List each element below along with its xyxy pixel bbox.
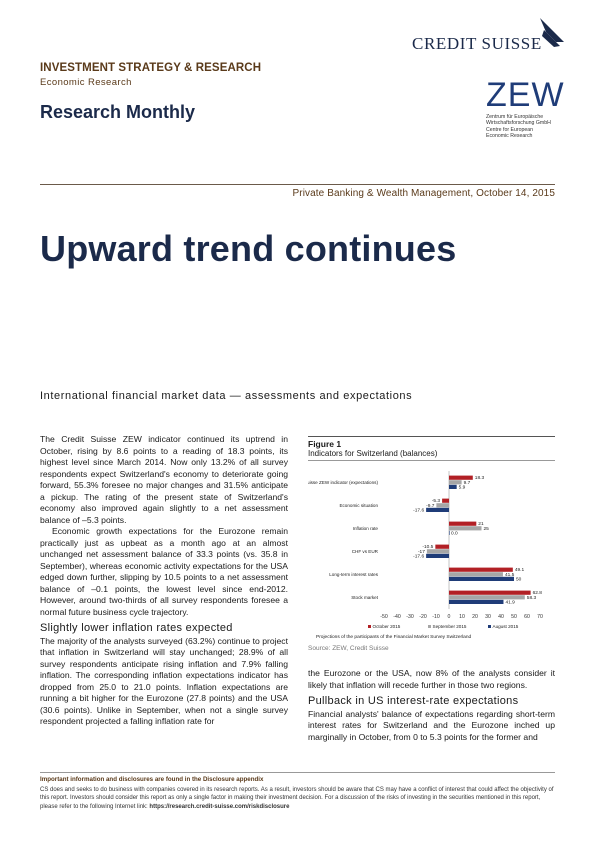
bar (449, 530, 450, 535)
category-label: CHF vs EUR (352, 549, 379, 554)
body-paragraph: the Eurozone or the USA, now 8% of the a… (308, 668, 555, 690)
legend-swatch (488, 625, 491, 628)
body-paragraph: Economic growth expectations for the Eur… (40, 526, 288, 617)
zew-sub-line: Zentrum für Europäische (486, 114, 544, 120)
data-label: 50 (516, 576, 522, 582)
page-title: Upward trend continues (40, 228, 457, 269)
bar (426, 549, 449, 554)
x-tick-label: -50 (380, 614, 388, 620)
bar-chart: -50 -40 -30 -20 -10 0 10 20 30 40 50 60 70 Credit Sui… (308, 471, 543, 640)
section-heading-inflation: Slightly lower inflation rates expected (40, 622, 233, 634)
category-label: Economic situation (339, 503, 378, 508)
bar (449, 572, 503, 577)
zew-sub-line: Wirtschaftsforschung GmbH (486, 120, 551, 127)
sail-icon (540, 18, 564, 47)
legend-label: August 2015 (493, 624, 519, 629)
bar (449, 576, 514, 581)
legend-swatch (368, 625, 371, 628)
figure-source: Source: ZEW, Credit Suisse (308, 645, 389, 652)
section-heading-rates: Pullback in US interest-rate expectation… (308, 695, 519, 707)
bar (449, 590, 531, 595)
x-tick-label: 40 (498, 614, 504, 620)
credit-suisse-logo: CREDIT SUISSE (410, 16, 568, 56)
bar (449, 599, 504, 604)
category-label: Credit Suisse ZEW indicator (expectation… (308, 480, 378, 485)
bar (449, 595, 525, 600)
x-tick-label: 30 (485, 614, 491, 620)
x-tick-label: 0 (448, 614, 451, 620)
header-rule (40, 184, 555, 185)
figure-label: Figure 1 (308, 439, 342, 449)
category-label: Stock market (351, 595, 379, 600)
data-label: 9.7 (464, 480, 471, 486)
data-label: 58.3 (527, 595, 537, 601)
x-tick-label: 50 (511, 614, 517, 620)
body-paragraph: Financial analysts' balance of expectati… (308, 708, 555, 742)
data-label: -17.6 (413, 507, 424, 513)
zew-sub-line: Economic Research (486, 133, 533, 140)
division-label: INVESTMENT STRATEGY & RESEARCH (40, 62, 262, 74)
bar (449, 526, 482, 531)
figure-title: Indicators for Switzerland (balances) (308, 449, 555, 461)
data-label: 41.5 (505, 572, 515, 578)
data-label: -10.5 (422, 544, 433, 550)
data-label: 62.8 (533, 590, 543, 596)
data-label: 18.3 (475, 475, 485, 481)
data-label: 49.1 (515, 567, 525, 573)
x-tick-label: 70 (537, 614, 543, 620)
data-label: -17.6 (413, 553, 424, 559)
body-paragraph: The majority of the analysts surveyed (6… (40, 635, 288, 727)
bar (426, 507, 449, 512)
data-label: -17 (418, 549, 425, 555)
data-label: -9.7 (426, 503, 435, 509)
footer-rule (40, 772, 555, 773)
dateline: Private Banking & Wealth Management, Oct… (292, 188, 555, 199)
disclosure-body: CS does and seeks to do business with co… (40, 787, 554, 810)
x-tick-label: 20 (472, 614, 478, 620)
data-label: 21 (478, 521, 484, 527)
credit-suisse-wordmark: CREDIT SUISSE (412, 34, 542, 53)
left-column: The Credit Suisse ZEW indicator continue… (40, 434, 288, 728)
x-tick-label: -10 (432, 614, 440, 620)
x-tick-label: 60 (524, 614, 530, 620)
bar (449, 475, 473, 480)
figure-caption: Projections of the participants of the F… (316, 634, 472, 640)
page-subtitle: International financial market data — as… (40, 390, 413, 402)
body-paragraph: The Credit Suisse ZEW indicator continue… (40, 434, 288, 525)
data-label: 5.9 (459, 484, 466, 490)
disclosure-text: CS does and seeks to do business with co… (40, 786, 555, 811)
x-tick-label: -20 (419, 614, 427, 620)
bar (449, 567, 513, 572)
bar (442, 498, 449, 503)
bar (449, 480, 462, 485)
disclosure-link[interactable]: https://research.credit-suisse.com/riskd… (149, 803, 290, 810)
right-column: the Eurozone or the USA, now 8% of the a… (308, 668, 555, 743)
legend-label: September 2015 (433, 624, 467, 629)
zew-logo: ZEW Zentrum für Europäische Wirtschaftsf… (486, 78, 566, 158)
bar (435, 544, 449, 549)
unit-label: Economic Research (40, 77, 132, 88)
bar (449, 521, 477, 526)
x-tick-label: -40 (393, 614, 401, 620)
bar (436, 503, 449, 508)
zew-sub-line: Centre for European (486, 126, 534, 133)
data-label: 25 (484, 526, 490, 532)
zew-wordmark: ZEW (486, 76, 565, 114)
legend-swatch (428, 625, 431, 628)
x-tick-label: -30 (406, 614, 414, 620)
figure-1: Figure 1 Indicators for Switzerland (bal… (308, 436, 555, 659)
data-label: -5.3 (432, 498, 441, 504)
bar (426, 553, 449, 558)
legend-label: October 2015 (373, 624, 401, 629)
x-tick-label: 10 (459, 614, 465, 620)
bar (449, 484, 457, 489)
disclosure-heading: Important information and disclosures ar… (40, 776, 264, 783)
publication-title: Research Monthly (40, 102, 196, 122)
data-label: 41.9 (505, 599, 515, 605)
category-label: Long-term interest rates (329, 572, 378, 577)
category-label: Inflation rate (353, 526, 379, 531)
data-label: 0.0 (451, 530, 458, 536)
